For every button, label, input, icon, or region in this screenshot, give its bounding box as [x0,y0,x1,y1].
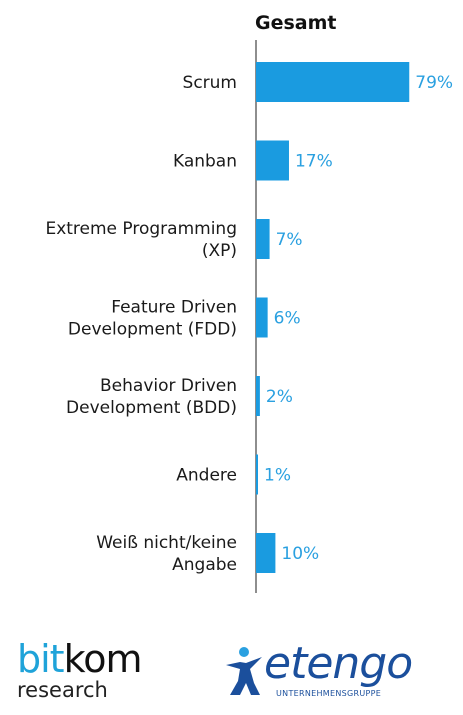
bar [256,454,258,495]
data-label: 6% [274,309,301,329]
bitkom-research-logo: bitkom research [17,640,142,702]
etengo-wordmark: etengo [264,638,413,689]
category-label: Scrum [183,73,237,93]
data-label: 17% [295,152,333,172]
bar [256,62,410,102]
etengo-subtitle: UNTERNEHMENSGRUPPE [276,689,382,698]
bitkom-subtitle: research [17,678,108,702]
etengo-figure-icon [226,647,262,695]
data-label: 7% [276,230,303,250]
bitkom-wordmark: bitkom [17,637,142,681]
bar [256,376,260,416]
data-label: 1% [264,466,291,486]
category-label: Feature Driven [111,298,237,318]
category-label: Extreme Programming [45,219,237,239]
category-label: Behavior Driven [100,376,237,396]
data-label: 10% [281,544,319,564]
bar [256,140,289,181]
chart-title: Gesamt [255,12,337,34]
bar [256,533,276,573]
category-label: Angabe [172,555,237,575]
category-label: Andere [176,466,237,486]
bar-chart: Gesamt 79% Scrum 17% Kanban 7% Extreme Progra… [45,12,453,593]
data-label: 2% [266,387,293,407]
category-label: Kanban [173,152,237,172]
etengo-logo: etengo UNTERNEHMENSGRUPPE [220,639,420,703]
data-label: 79% [415,73,453,93]
bar [256,297,268,338]
category-label: (XP) [202,241,237,261]
category-label: Development (FDD) [68,320,237,340]
category-label: Development (BDD) [66,398,237,418]
category-label: Weiß nicht/keine [96,533,237,553]
bar [256,219,270,259]
